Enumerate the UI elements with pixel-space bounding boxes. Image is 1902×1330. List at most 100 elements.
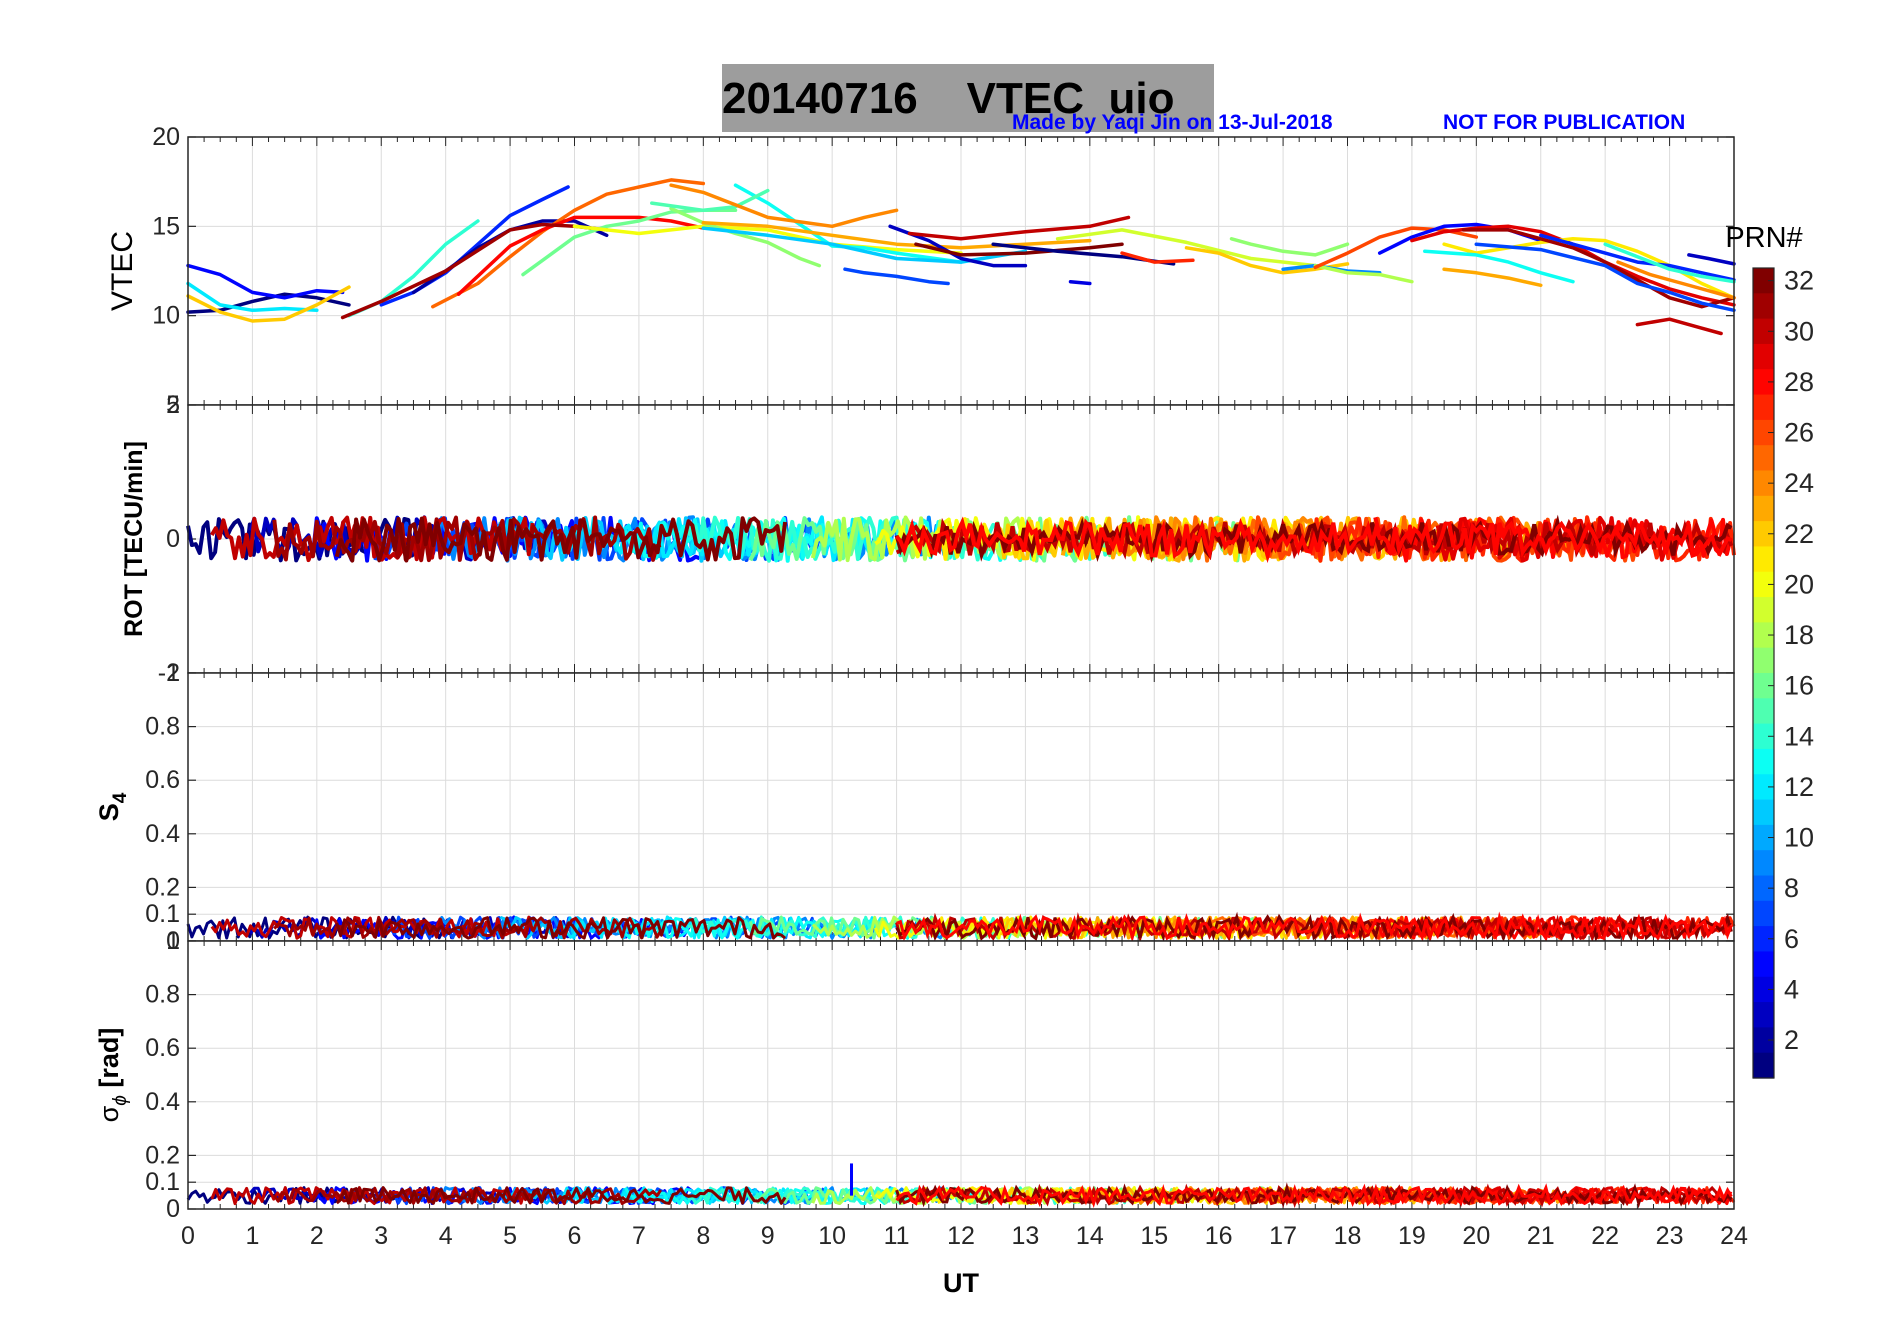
panel-sigma_phi-ytick-label: 0.6 — [145, 1034, 180, 1062]
vtec-line-prn12 — [186, 281, 319, 313]
panel-s4-trace-late-prn32 — [895, 911, 1733, 943]
panel-rot-trace-prn32 — [334, 516, 788, 563]
colorbar-cell-prn15 — [1753, 698, 1774, 725]
vtec-line-prn18 — [1313, 263, 1414, 284]
colorbar-tick-label-22: 22 — [1784, 519, 1814, 549]
panel-rot-ylabel: ROT [TECU/min] — [120, 441, 148, 637]
colorbar-cell-prn20 — [1753, 571, 1774, 598]
panel-sigma_phi-trace-late-prn32 — [895, 1182, 1733, 1209]
panel-vtec-ylabel: VTEC — [106, 231, 139, 311]
colorbar-cell-prn5 — [1753, 951, 1774, 978]
colorbar-cell-prn2 — [1753, 1027, 1774, 1054]
colorbar-cell-prn27 — [1753, 394, 1774, 421]
xtick-label-14: 14 — [1076, 1222, 1104, 1250]
colorbar-cell-prn13 — [1753, 748, 1774, 775]
vtec-line-prn6 — [1539, 233, 1736, 282]
panel-s4-trace-prn32 — [335, 916, 787, 940]
panel-s4-ytick-label: 0 — [166, 927, 180, 955]
colorbar-cell-prn26 — [1753, 419, 1774, 446]
panel-sigma_phi-ytick-label: 0.8 — [145, 981, 180, 1009]
panel-sigma_phi-trace-prn30 — [210, 1186, 534, 1206]
publication-notice: NOT FOR PUBLICATION — [1443, 111, 1686, 134]
phi-subscript: ϕ — [110, 1095, 131, 1106]
colorbar-label: PRN# — [1725, 222, 1802, 254]
colorbar-cell-prn1 — [1753, 1052, 1774, 1079]
vtec-line-prn20 — [572, 224, 963, 255]
vtec-line-prn30 — [907, 215, 1131, 241]
vtec-line-prn14 — [1603, 242, 1736, 284]
xtick-label-20: 20 — [1462, 1222, 1490, 1250]
xtick-label-17: 17 — [1269, 1222, 1297, 1250]
colorbar-tick-label-4: 4 — [1784, 974, 1799, 1004]
panel-s4-ylabel: S4 — [94, 792, 131, 821]
panel-s4-trace-late-prn28 — [896, 911, 1733, 944]
panel-vtec-ytick-label: 10 — [152, 302, 180, 330]
vtec-line-prn17 — [1229, 237, 1350, 257]
colorbar-tick-label-26: 26 — [1784, 418, 1814, 448]
colorbar-cell-prn23 — [1753, 495, 1774, 522]
colorbar-cell-prn22 — [1753, 521, 1774, 548]
panel-s4-ytick-label: 0.8 — [145, 713, 180, 741]
xtick-label-7: 7 — [632, 1222, 646, 1250]
vtec-line-prn31 — [1461, 228, 1736, 309]
panel-sigma_phi-ytick-label: 1 — [166, 927, 180, 955]
panel-rot-trace-prn31 — [272, 515, 662, 563]
panel-s4-ytick-label: 1 — [166, 659, 180, 687]
colorbar-cell-prn30 — [1753, 318, 1774, 345]
panel-vtec-ytick-label: 20 — [152, 123, 180, 151]
xtick-label-11: 11 — [884, 1222, 910, 1250]
vtec-line-prn13 — [733, 183, 963, 264]
xtick-label-18: 18 — [1334, 1222, 1362, 1250]
colorbar-cell-prn31 — [1753, 293, 1774, 320]
title-station: uio — [1108, 74, 1175, 123]
xtick-label-21: 21 — [1527, 1222, 1555, 1250]
colorbar-cell-prn11 — [1753, 799, 1774, 826]
xtick-label-9: 9 — [761, 1222, 775, 1250]
panel-sigma_phi-border — [187, 940, 1735, 1210]
panel-rot-trace-prn30 — [210, 515, 535, 563]
colorbar-tick-label-10: 10 — [1784, 823, 1814, 853]
sigma-symbol: σ — [94, 1105, 124, 1122]
panel-sigma_phi-ylabel: σϕ [rad] — [94, 1028, 131, 1123]
xtick-label-12: 12 — [947, 1222, 975, 1250]
title-date: 20140716 — [722, 74, 918, 123]
xtick-label-10: 10 — [818, 1222, 846, 1250]
panel-s4-ytick-label: 0.2 — [145, 873, 180, 901]
colorbar-tick-label-18: 18 — [1784, 620, 1814, 650]
vtec-line-prn25 — [431, 178, 706, 309]
colorbar-cell-prn17 — [1753, 647, 1774, 674]
s4-subscript: 4 — [110, 792, 131, 803]
vtec-line-prn27 — [1120, 251, 1195, 264]
panel-sigma_phi-trace-late-prn28 — [895, 1183, 1733, 1209]
colorbar-cell-prn6 — [1753, 926, 1774, 953]
xtick-label-13: 13 — [1012, 1222, 1040, 1250]
colorbar-tick-label-12: 12 — [1784, 772, 1814, 802]
title-background — [722, 64, 1214, 132]
colorbar-tick-label-16: 16 — [1784, 671, 1814, 701]
colorbar-cell-prn10 — [1753, 824, 1774, 851]
chart-title: 20140716 VTEC uio — [722, 74, 1214, 124]
colorbar-cell-prn18 — [1753, 622, 1774, 649]
colorbar-cell-prn9 — [1753, 850, 1774, 877]
vtec-line-prn24 — [669, 183, 899, 229]
xtick-label-8: 8 — [696, 1222, 710, 1250]
colorbar-cell-prn25 — [1753, 445, 1774, 472]
xtick-label-3: 3 — [374, 1222, 388, 1250]
colorbar-tick-label-32: 32 — [1784, 266, 1814, 296]
colorbar-cell-prn32 — [1753, 268, 1774, 294]
xtick-label-5: 5 — [503, 1222, 517, 1250]
vtec-line-prn13 — [1423, 249, 1575, 284]
x-axis-label: UT — [943, 1268, 979, 1298]
panel-sigma_phi-ytick-label: 0.2 — [145, 1141, 180, 1169]
colorbar-tick-label-28: 28 — [1784, 367, 1814, 397]
credit-note: Made by Yaqi Jin on 13-Jul-2018 — [1012, 111, 1333, 134]
xtick-label-1: 1 — [245, 1222, 259, 1250]
colorbar-tick-label-14: 14 — [1784, 721, 1814, 751]
panel-rot-ytick-label: 2 — [166, 391, 180, 419]
vtec-line-prn4 — [1068, 279, 1092, 286]
xtick-label-2: 2 — [310, 1222, 324, 1250]
vtec-line-prn22 — [186, 285, 351, 323]
vtec-line-prn19 — [1055, 228, 1318, 268]
vtec-line-prn30 — [1635, 317, 1723, 336]
